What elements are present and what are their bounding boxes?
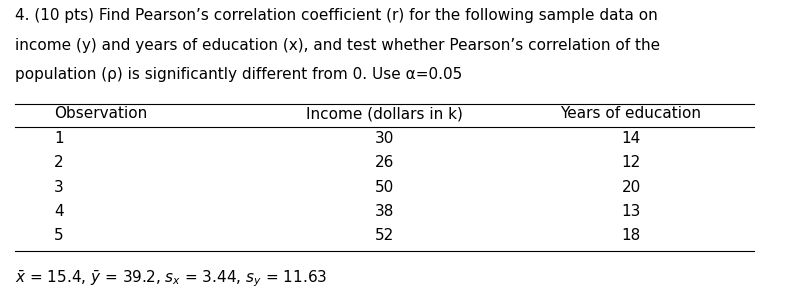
Text: 3: 3 [54, 179, 63, 195]
Text: population (ρ) is significantly different from 0. Use α=0.05: population (ρ) is significantly differen… [15, 67, 462, 82]
Text: 4: 4 [54, 204, 63, 219]
Text: 30: 30 [375, 131, 394, 146]
Text: $\bar{x}$ = 15.4, $\bar{y}$ = 39.2, $s_x$ = 3.44, $s_y$ = 11.63: $\bar{x}$ = 15.4, $\bar{y}$ = 39.2, $s_x… [15, 269, 328, 288]
Text: 20: 20 [621, 179, 640, 195]
Text: 50: 50 [375, 179, 394, 195]
Text: 4. (10 pts) Find Pearson’s correlation coefficient (r) for the following sample : 4. (10 pts) Find Pearson’s correlation c… [15, 8, 658, 23]
Text: Observation: Observation [54, 107, 147, 122]
Text: Years of education: Years of education [560, 107, 701, 122]
Text: Income (dollars in k): Income (dollars in k) [306, 107, 463, 122]
Text: income (y) and years of education (x), and test whether Pearson’s correlation of: income (y) and years of education (x), a… [15, 37, 660, 53]
Text: 14: 14 [621, 131, 640, 146]
Text: 38: 38 [375, 204, 394, 219]
Text: 2: 2 [54, 155, 63, 170]
Text: 12: 12 [621, 155, 640, 170]
Text: 5: 5 [54, 228, 63, 243]
Text: 1: 1 [54, 131, 63, 146]
Text: 13: 13 [621, 204, 640, 219]
Text: 18: 18 [621, 228, 640, 243]
Text: 52: 52 [375, 228, 394, 243]
Text: 26: 26 [375, 155, 394, 170]
